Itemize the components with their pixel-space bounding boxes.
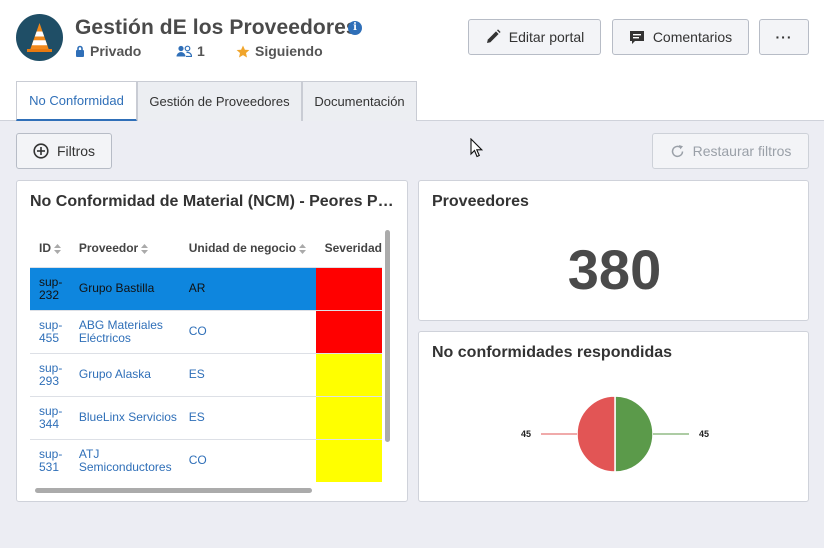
providers-count: 380 [567,238,662,301]
follow-status[interactable]: Siguiendo [236,43,323,59]
pie-chart-svg: 45 45 [521,395,709,473]
tab-no-conformidad[interactable]: No Conformidad [16,81,137,121]
star-icon [236,45,250,57]
column-header-proveedor[interactable]: Proveedor [70,229,180,267]
edit-portal-label: Editar portal [508,29,585,45]
comments-label: Comentarios [652,29,733,45]
comments-button[interactable]: Comentarios [612,19,749,55]
follow-label: Siguiendo [255,43,323,59]
cell-id[interactable]: sup-531 [30,438,70,482]
cell-severity [315,266,382,310]
table-row[interactable]: sup-531 ATJ Semiconductores CO [30,438,382,482]
cell-unit[interactable]: CO [179,309,316,353]
pie-data-label: 45 [521,429,531,439]
cell-severity [315,395,382,439]
cell-id[interactable]: sup-293 [30,352,70,396]
privacy-label: Privado [90,43,142,59]
cell-severity [315,352,382,396]
more-options-button[interactable]: ··· [759,19,809,55]
responded-card: No conformidades respondidas 45 45 [418,331,809,502]
pie-data-label: 45 [699,429,709,439]
cell-unit[interactable]: AR [179,266,316,310]
reset-filters-label: Restaurar filtros [692,143,792,159]
plus-circle-icon [33,143,49,159]
ncm-table: ID Proveedor Unidad de negocio Severidad… [30,229,382,482]
tab-label: Documentación [314,94,405,109]
refresh-icon [671,144,683,157]
pie-chart: 45 45 [419,372,810,502]
cell-severity [315,309,382,353]
ncm-card: No Conformidad de Material (NCM) - Peore… [16,180,408,502]
pie-slice[interactable] [614,395,654,473]
cell-unit[interactable]: ES [179,352,316,396]
portal-title: Gestión dE los Proveedores [75,16,358,39]
column-header-id[interactable]: ID [30,229,70,267]
sort-icon [299,243,307,254]
comment-icon [629,30,644,44]
table-row[interactable]: sup-455 ABG Materiales Eléctricos CO [30,309,382,353]
pencil-icon [486,29,501,43]
cell-provider[interactable]: Grupo Alaska [69,352,180,396]
cell-provider[interactable]: ABG Materiales Eléctricos [69,309,180,353]
ncm-card-title: No Conformidad de Material (NCM) - Peore… [30,193,398,210]
table-row[interactable]: sup-344 BlueLinx Servicios ES [30,395,382,439]
tab-gestion-proveedores[interactable]: Gestión de Proveedores [137,81,302,121]
filters-label: Filtros [56,143,96,159]
providers-card-title: Proveedores [432,193,529,210]
portal-logo [16,14,63,61]
members-count[interactable]: 1 [176,43,205,59]
cell-id[interactable]: sup-232 [30,266,70,310]
info-icon[interactable]: i [348,21,362,35]
cell-provider[interactable]: ATJ Semiconductores [69,438,180,482]
responded-card-title: No conformidades respondidas [432,344,673,361]
edit-portal-button[interactable]: Editar portal [468,19,601,55]
pie-slice[interactable] [576,395,616,473]
reset-filters-button[interactable]: Restaurar filtros [652,133,809,169]
column-header-unidad[interactable]: Unidad de negocio [180,229,316,267]
sort-icon [54,243,61,254]
filters-button[interactable]: Filtros [16,133,112,169]
cell-unit[interactable]: CO [179,438,316,482]
privacy-status: Privado [75,43,141,59]
horizontal-scrollbar[interactable] [35,488,312,493]
tab-label: No Conformidad [29,93,124,108]
cell-severity [315,438,382,482]
table-row[interactable]: sup-293 Grupo Alaska ES [30,352,382,396]
cell-provider[interactable]: Grupo Bastilla [69,266,180,310]
table-row[interactable]: sup-232 Grupo Bastilla AR [30,266,382,310]
vertical-scrollbar[interactable] [385,230,390,442]
cell-unit[interactable]: ES [179,395,316,439]
cell-id[interactable]: sup-455 [30,309,70,353]
providers-card: Proveedores 380 [418,180,809,321]
cell-provider[interactable]: BlueLinx Servicios [69,395,180,439]
lock-icon [76,45,84,57]
users-icon [176,45,192,57]
more-options-label: ··· [775,29,793,45]
cell-id[interactable]: sup-344 [30,395,70,439]
tab-documentacion[interactable]: Documentación [302,81,417,121]
mouse-pointer-icon [470,138,484,158]
tab-label: Gestión de Proveedores [149,94,290,109]
column-header-severidad[interactable]: Severidad [324,240,382,255]
members-label: 1 [197,43,205,59]
sort-icon [141,243,149,254]
